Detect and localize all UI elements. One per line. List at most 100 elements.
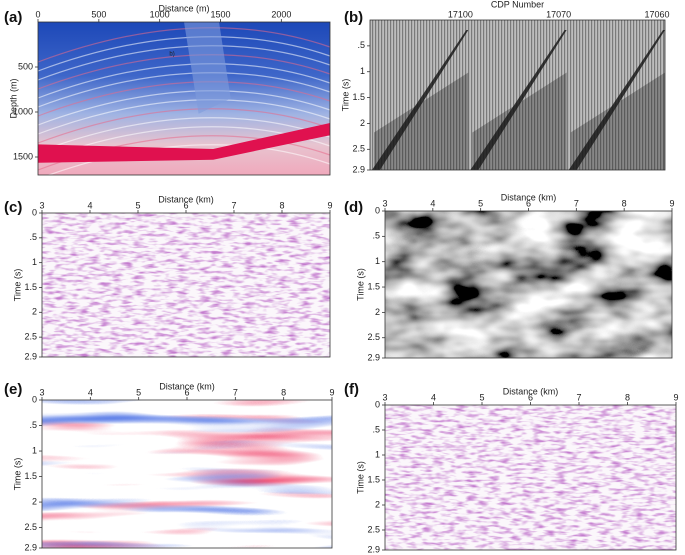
x-tick-label: 1000 [150, 9, 170, 19]
annotation: b) [169, 52, 174, 58]
x-tick-label: 9 [327, 200, 332, 210]
y-tick-label: 1 [32, 257, 37, 267]
y-tick-label: 1.5 [24, 471, 37, 481]
x-axis-title: Distance (km) [501, 192, 557, 202]
seismic-image [37, 21, 331, 180]
event-wedge [470, 30, 567, 170]
y-tick-label: 2.5 [24, 332, 37, 342]
x-tick-label: 7 [231, 200, 236, 210]
x-tick-label: 7 [576, 392, 581, 402]
x-tick-label: 5 [135, 200, 140, 210]
y-tick-label: 1 [32, 445, 37, 455]
y-tick-label: 2.5 [367, 524, 380, 534]
x-tick-label: 5 [136, 387, 141, 397]
y-tick-label: 1 [375, 256, 380, 266]
x-tick-label: 3 [39, 200, 44, 210]
red-layer [38, 122, 330, 163]
x-tick-label: 3 [39, 387, 44, 397]
y-axis-title: Time (s) [12, 458, 22, 491]
event-wedge [372, 30, 469, 170]
y-tick-label: 2.5 [352, 144, 365, 154]
y-tick-label: 1.5 [24, 282, 37, 292]
y-tick-label: 2 [375, 499, 380, 509]
x-tick-label: 500 [91, 9, 106, 19]
layer [37, 90, 331, 126]
plot-frame [369, 19, 666, 171]
layer [37, 72, 331, 108]
x-axis-title: Distance (km) [503, 386, 559, 396]
x-tick-label: 5 [478, 198, 483, 208]
seismic-image [369, 19, 666, 171]
y-tick-label: 1.5 [367, 474, 380, 484]
y-axis-title: Depth (m) [8, 78, 18, 118]
x-tick-label: 6 [526, 198, 531, 208]
event-wedge [568, 30, 665, 170]
x-category-label: 17060 [644, 9, 669, 19]
x-tick-label: 8 [625, 392, 630, 402]
x-tick-label: 4 [430, 198, 435, 208]
x-tick-label: 2000 [271, 9, 291, 19]
y-tick-label: .5 [372, 231, 380, 241]
x-tick-label: 9 [329, 387, 334, 397]
y-tick-label: 0 [375, 205, 380, 215]
y-tick-label: 500 [18, 61, 33, 71]
y-tick-label: .5 [357, 40, 365, 50]
image-noise [385, 405, 676, 550]
y-tick-label: 2.9 [352, 164, 365, 174]
x-axis-title: CDP Number [491, 0, 544, 9]
x-tick-label: 6 [528, 392, 533, 402]
y-tick-label: 1500 [13, 151, 33, 161]
image-noise [385, 211, 672, 358]
image-blue [42, 400, 332, 548]
y-tick-label: .5 [372, 424, 380, 434]
panel-label: (f) [344, 381, 359, 398]
y-tick-label: 1 [360, 66, 365, 76]
y-tick-label: 2 [32, 307, 37, 317]
layer [37, 81, 331, 117]
y-tick-label: 2.9 [24, 351, 37, 361]
seismic-image [41, 212, 331, 358]
layer [37, 108, 331, 144]
plot-frame [37, 21, 331, 176]
layer [37, 99, 331, 135]
event-fan [570, 72, 665, 170]
y-tick-label: 1.5 [352, 92, 365, 102]
x-tick-label: 6 [184, 387, 189, 397]
x-axis-title: Distance (km) [158, 194, 214, 204]
y-tick-label: 0 [375, 399, 380, 409]
y-tick-label: 2.5 [367, 332, 380, 342]
x-tick-label: 8 [281, 387, 286, 397]
y-tick-label: 0 [32, 207, 37, 217]
y-tick-label: 2.9 [367, 352, 380, 362]
layer [37, 144, 331, 180]
x-tick-label: 9 [669, 198, 674, 208]
y-tick-label: 2 [32, 496, 37, 506]
y-axis-title: Time (s) [340, 79, 350, 112]
x-tick-label: 1500 [210, 9, 230, 19]
x-tick-label: 8 [622, 198, 627, 208]
y-tick-label: 0 [32, 394, 37, 404]
x-tick-label: 5 [479, 392, 484, 402]
image-noise [42, 213, 330, 357]
x-category-label: 17100 [448, 9, 473, 19]
seismic-image [384, 210, 673, 359]
y-tick-label: 1 [375, 449, 380, 459]
y-tick-label: 1000 [13, 106, 33, 116]
x-tick-label: 7 [233, 387, 238, 397]
x-tick-label: 3 [382, 392, 387, 402]
y-tick-label: 1.5 [367, 281, 380, 291]
event-fan [374, 72, 469, 170]
y-tick-label: 2.5 [24, 522, 37, 532]
y-axis-title: Time (s) [12, 269, 22, 302]
x-tick-label: 8 [279, 200, 284, 210]
seismic-image [384, 404, 677, 551]
x-tick-label: 4 [88, 387, 93, 397]
x-tick-label: 7 [574, 198, 579, 208]
x-tick-label: 4 [431, 392, 436, 402]
panel-label: (d) [344, 199, 363, 216]
x-tick-label: 9 [673, 392, 678, 402]
seismic-image [41, 399, 333, 549]
x-tick-label: 4 [87, 200, 92, 210]
y-tick-label: .5 [29, 232, 37, 242]
